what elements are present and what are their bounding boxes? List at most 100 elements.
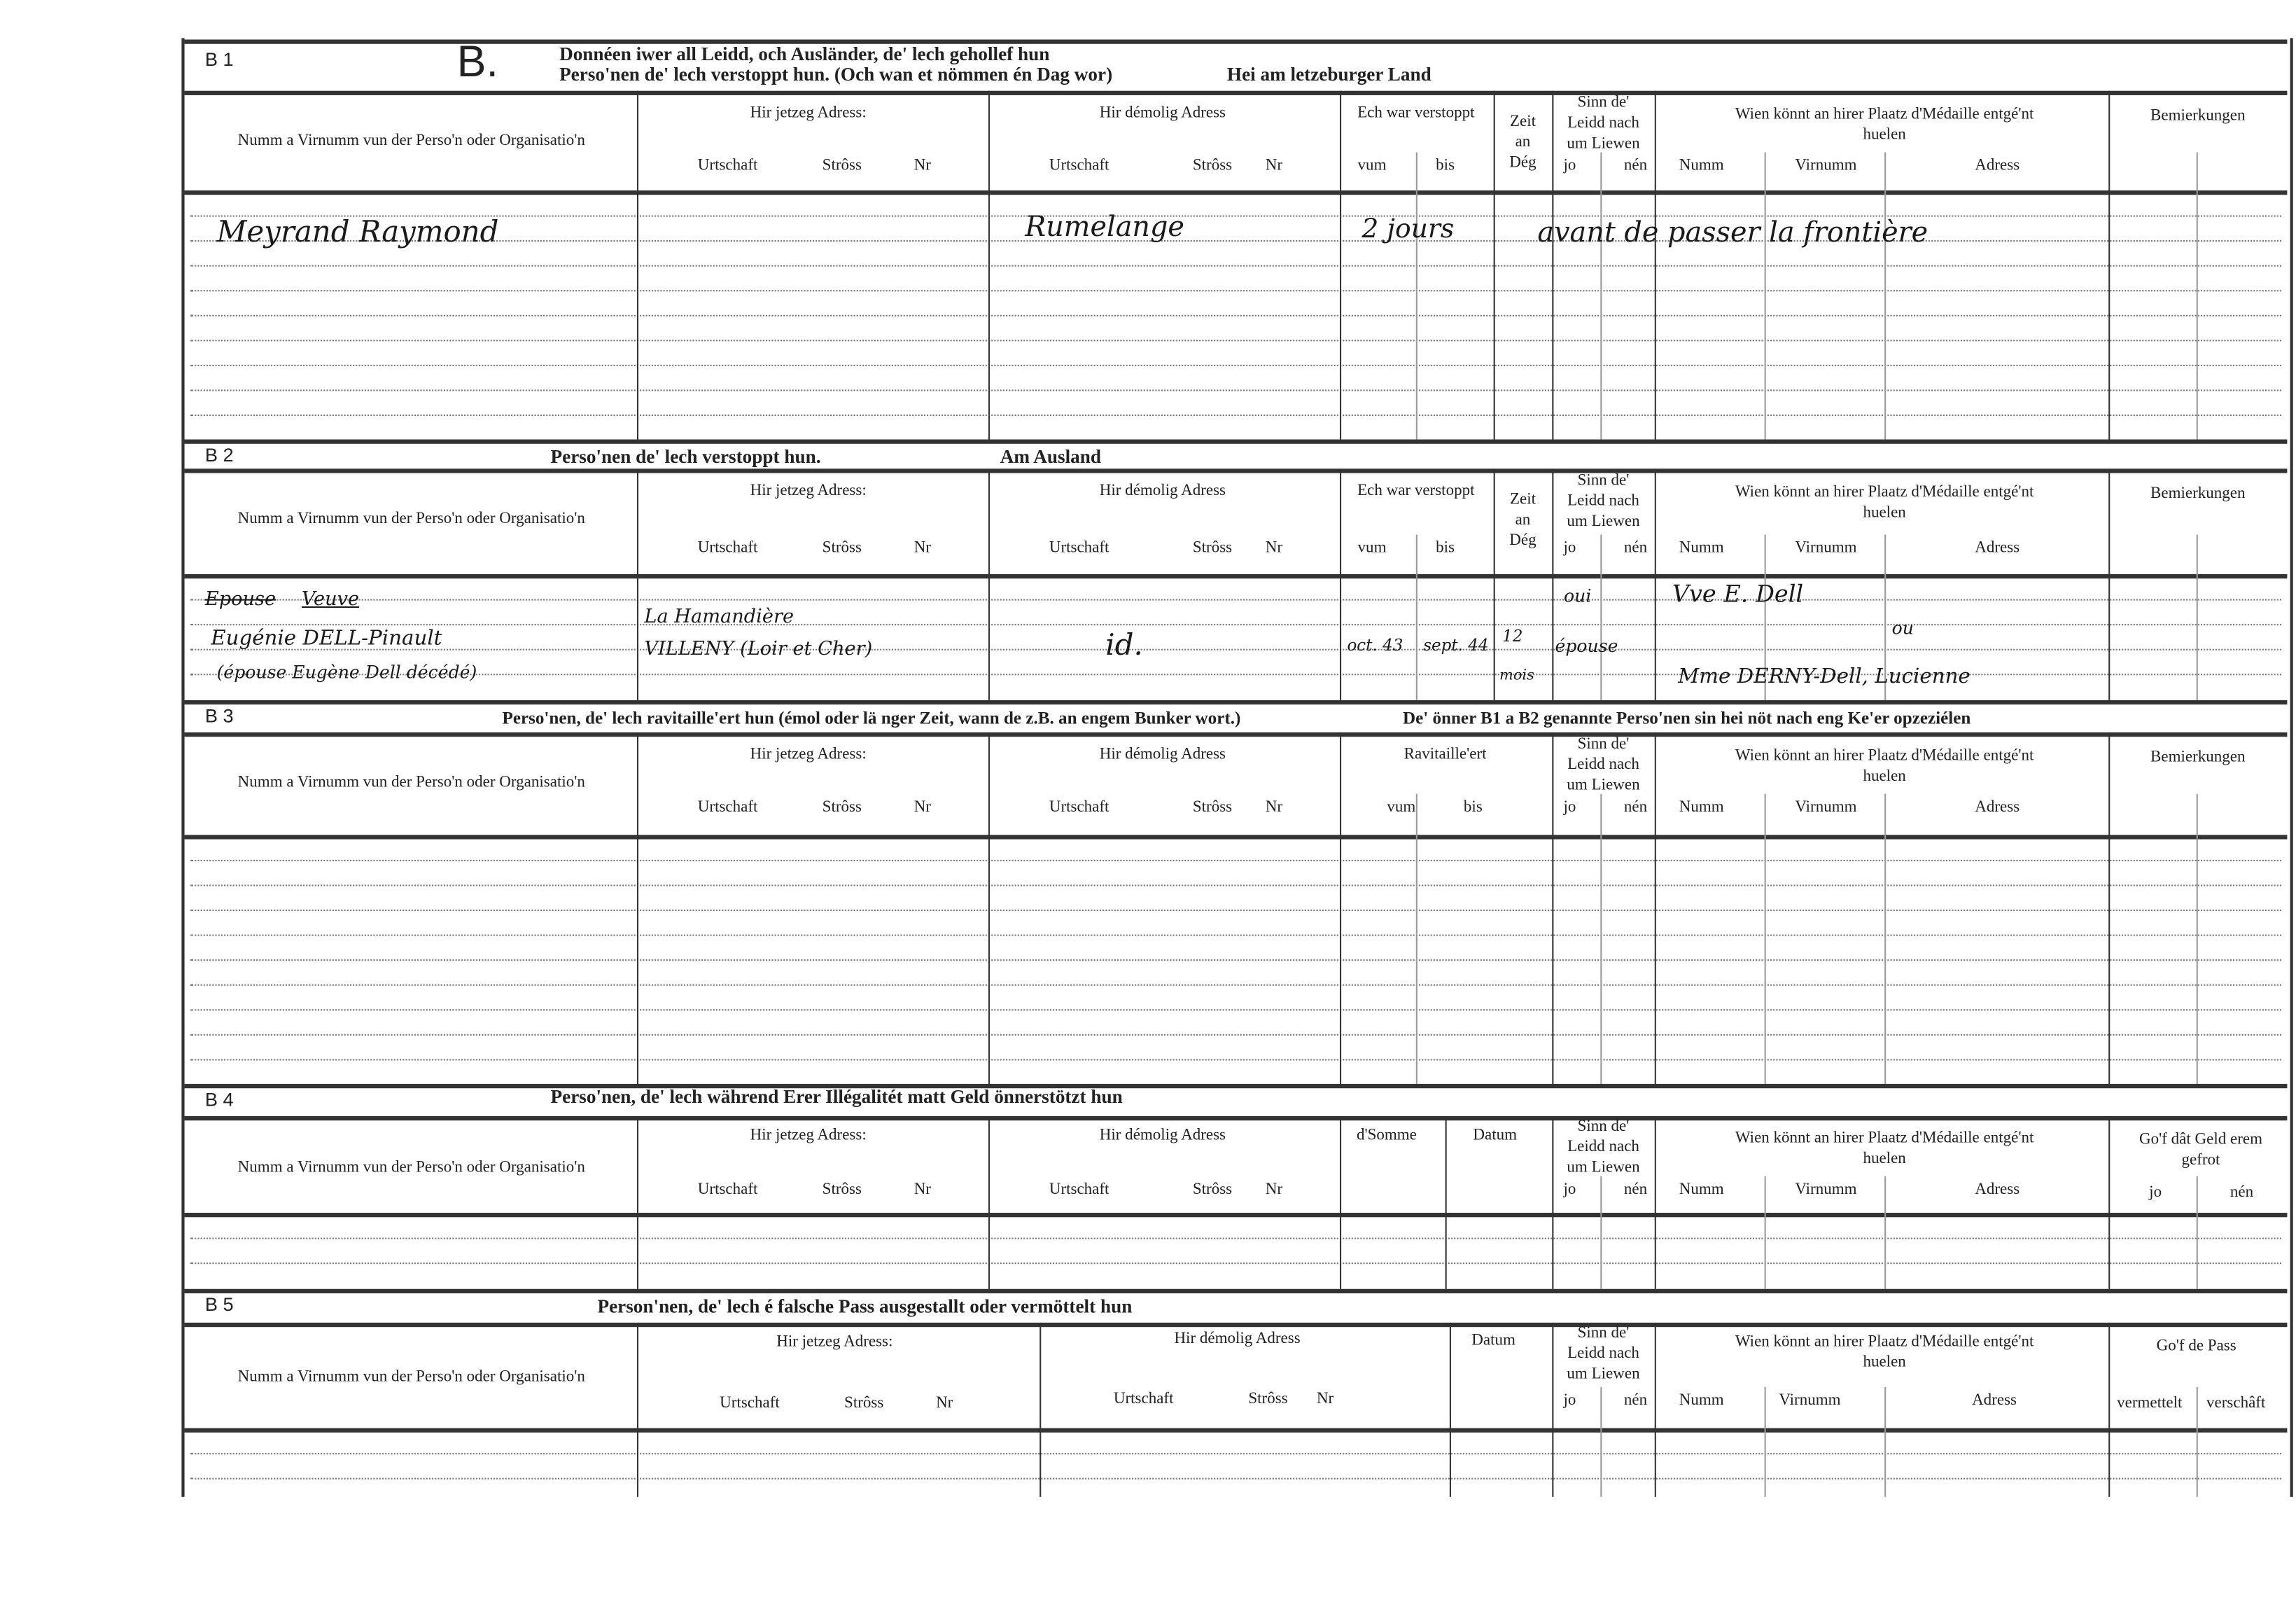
- column-divider: [1552, 90, 1554, 440]
- medal-recipient-header: Wien könnt an hirer Plaatz d'Médaille en…: [1735, 105, 2034, 144]
- medal-recipient-header: Wien könnt an hirer Plaatz d'Médaille en…: [1735, 746, 2034, 786]
- column-divider: [1600, 534, 1602, 700]
- b2-days-entry-2[interactable]: mois: [1499, 667, 1534, 684]
- vum-header: vum: [1387, 798, 1416, 816]
- column-divider: [1552, 1115, 1554, 1289]
- numm-header: Numm: [1679, 1391, 1724, 1410]
- column-divider: [1884, 534, 1886, 700]
- column-divider: [1884, 793, 1886, 1084]
- b2-medal-or-entry[interactable]: ou: [1891, 618, 1914, 639]
- date-header: Datum: [1471, 1331, 1516, 1349]
- b2-name-entry-3[interactable]: (épouse Eugène Dell décédé): [216, 662, 477, 683]
- urtschaft-header: Urtschaft: [720, 1394, 780, 1412]
- numm-header: Numm: [1679, 538, 1724, 557]
- current-address-header: Hir jetzeg Adress:: [750, 745, 867, 763]
- section-title: Perso'nen, de' lech während Erer Illégal…: [550, 1085, 1123, 1108]
- form-letter: B.: [456, 38, 498, 87]
- header-top-rule: [184, 90, 2288, 95]
- previous-address-header: Hir démolig Adress: [1099, 104, 1226, 122]
- section-id: B 4: [204, 1088, 234, 1111]
- jo-header: jo: [1563, 538, 1576, 557]
- urtschaft-header: Urtschaft: [697, 798, 758, 816]
- entry-line: [190, 599, 2282, 601]
- entry-line: [190, 1034, 2282, 1036]
- b2-medal-recipient-entry-1[interactable]: Vve E. Dell: [1672, 580, 1804, 608]
- header-bottom-rule: [184, 190, 2288, 195]
- name-column-header: Numm a Virnumm vun der Perso'n oder Orga…: [237, 509, 585, 528]
- nen-header: nén: [1623, 1391, 1648, 1410]
- previous-address-header: Hir démolig Adress: [1099, 745, 1226, 763]
- b2-days-entry-1[interactable]: 12: [1502, 627, 1523, 646]
- section-top-rule: [184, 1288, 2288, 1294]
- section-id: B 2: [204, 443, 234, 466]
- adress-header: Adress: [1975, 1180, 2020, 1199]
- b1-name-entry[interactable]: Meyrand Raymond: [216, 214, 499, 249]
- hidden-header: Ech war verstoppt: [1357, 104, 1475, 122]
- urtschaft-header: Urtschaft: [697, 156, 758, 174]
- b2-current-address-entry[interactable]: VILLENY (Loir et Cher): [644, 639, 873, 661]
- stross-header: Strôss: [1248, 1390, 1288, 1408]
- b1-previous-town-entry[interactable]: Rumelange: [1025, 211, 1184, 244]
- ravitailleert-header: Ravitaille'ert: [1404, 745, 1487, 763]
- column-divider: [1654, 1322, 1656, 1497]
- jo-header: jo: [1563, 1391, 1576, 1410]
- b1-note-entry[interactable]: avant de passer la frontière: [1537, 216, 1928, 249]
- stross-header: Strôss: [822, 1180, 862, 1199]
- column-divider: [2196, 793, 2198, 1084]
- b2-current-town-entry[interactable]: La Hamandière: [644, 606, 794, 629]
- entry-line: [190, 364, 2282, 366]
- nen-header: nén: [1623, 798, 1648, 816]
- nen-header: nén: [1623, 156, 1648, 174]
- header-bottom-rule: [184, 1213, 2288, 1218]
- header-top-rule: [184, 1322, 2288, 1328]
- stross-header: Strôss: [1192, 798, 1233, 816]
- alive-header: Sinn de' Leidd nach um Liewen: [1567, 1323, 1640, 1383]
- column-divider: [2108, 1322, 2110, 1497]
- b2-alive-entry-2[interactable]: épouse: [1555, 635, 1618, 657]
- urtschaft-header: Urtschaft: [697, 538, 758, 557]
- header-top-rule: [184, 732, 2288, 737]
- virnumm-header: Virnumm: [1795, 1180, 1857, 1199]
- urtschaft-header: Urtschaft: [1113, 1390, 1174, 1408]
- b2-hidden-from-entry[interactable]: oct. 43: [1347, 635, 1404, 655]
- previous-address-header: Hir démolig Adress: [1174, 1330, 1301, 1348]
- b2-hidden-to-entry[interactable]: sept. 44: [1423, 635, 1489, 655]
- header-bottom-rule: [184, 835, 2288, 840]
- nr-header: Nr: [1265, 1180, 1283, 1199]
- current-address-header: Hir jetzeg Adress:: [750, 104, 867, 122]
- entry-line: [190, 265, 2282, 267]
- nr-header: Nr: [913, 156, 931, 174]
- b2-medal-recipient-entry-2[interactable]: Mme DERNY-Dell, Lucienne: [1678, 665, 1970, 689]
- obtained-header: verschâft: [2206, 1394, 2266, 1412]
- column-divider: [1654, 468, 1656, 700]
- name-column-header: Numm a Virnumm vun der Perso'n oder Orga…: [237, 1158, 585, 1176]
- entry-line: [190, 215, 2282, 217]
- b2-name-entry-1[interactable]: Veuve: [301, 588, 360, 611]
- entry-line: [190, 340, 2282, 342]
- money-returned-header: Go'f dât Geld erem gefrot: [2138, 1130, 2262, 1169]
- column-divider: [2196, 534, 2198, 700]
- section-top-rule: [184, 439, 2288, 444]
- column-divider: [1654, 90, 1656, 440]
- jo-header: jo: [1563, 1180, 1576, 1199]
- numm-header: Numm: [1679, 1180, 1724, 1199]
- nr-header: Nr: [913, 1180, 931, 1199]
- column-divider: [1552, 468, 1554, 700]
- column-divider: [1493, 468, 1495, 700]
- column-divider: [2108, 468, 2110, 700]
- column-divider: [1415, 152, 1418, 440]
- column-divider: [1600, 793, 1602, 1084]
- adress-header: Adress: [1975, 798, 2020, 816]
- b2-previous-address-entry[interactable]: id.: [1105, 627, 1143, 662]
- b2-name-struck-entry[interactable]: Epouse: [204, 588, 276, 611]
- entry-line: [190, 389, 2282, 391]
- b2-alive-entry-1[interactable]: oui: [1564, 585, 1592, 607]
- virnumm-header: Virnumm: [1779, 1391, 1841, 1410]
- nen-header: nén: [1623, 538, 1648, 557]
- column-divider: [1764, 1386, 1766, 1497]
- b2-name-entry-2[interactable]: Eugénie DELL-Pinault: [211, 627, 442, 651]
- b1-hidden-from-entry[interactable]: 2 jours: [1362, 214, 1455, 245]
- alive-header: Sinn de' Leidd nach um Liewen: [1567, 735, 1640, 794]
- urtschaft-header: Urtschaft: [697, 1180, 758, 1199]
- entry-line: [190, 910, 2282, 912]
